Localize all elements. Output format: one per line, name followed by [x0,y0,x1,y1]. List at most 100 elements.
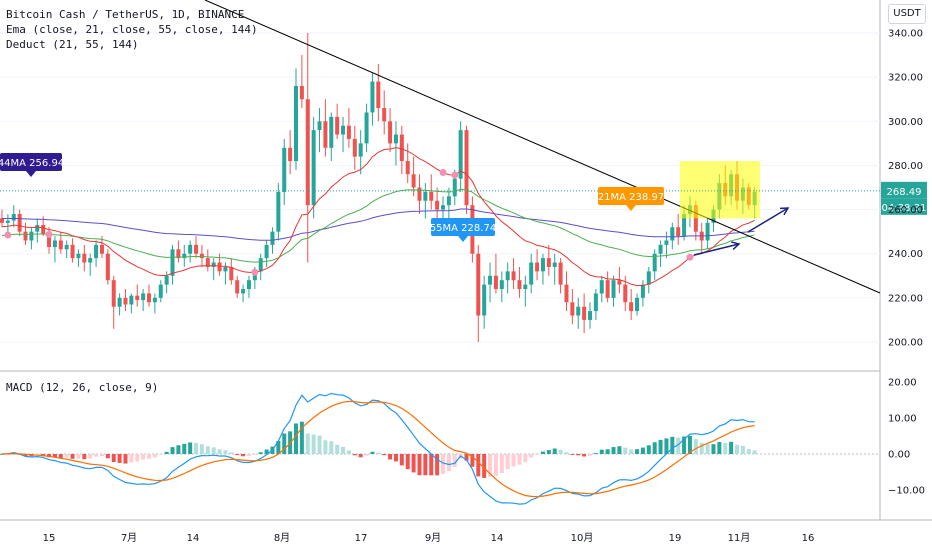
candle-body [529,262,534,285]
candle-body [311,130,316,206]
candle [529,253,534,294]
candle [664,231,669,259]
currency-button[interactable]: USDT [888,4,926,24]
candle-body [393,134,398,144]
macd-histogram-bar [699,442,704,454]
candle [246,275,251,298]
macd-histogram-bar [670,436,675,454]
candle-body [211,262,216,267]
price-tick-label: 300.00 [888,117,923,128]
macd-histogram-bar [752,450,757,454]
candle [658,240,663,267]
macd-histogram-bar [517,454,522,465]
macd-histogram-bar [235,454,240,456]
macd-histogram-bar [717,442,722,454]
candle-body [358,143,363,157]
candle [588,302,592,329]
macd-histogram-bar [305,433,310,454]
macd-histogram-bar [552,448,557,454]
countdown-label: 04:38:31 [881,198,927,215]
candle-body [35,225,40,232]
candle [35,218,40,243]
candle [235,275,240,298]
candle-body [105,253,110,281]
ma21-tag-text: 21MA 238.97 [598,192,664,203]
macd-histogram-bar [599,449,604,454]
candle [599,275,604,303]
macd-tick-label: 20.00 [888,378,917,389]
candle [258,253,263,281]
macd-histogram-bar [593,453,598,454]
macd-histogram-bar [129,454,134,463]
deduct-legend[interactable]: Deduct (21, 55, 144) [6,38,139,51]
candle-body [523,284,528,290]
macd-histogram-bar [388,454,393,460]
macd-histogram-bar [52,454,57,458]
candle-body [611,280,616,298]
candle-body [670,227,675,241]
macd-tick-label: −10.00 [888,486,925,497]
macd-histogram-bar [41,454,46,456]
candle [335,103,340,139]
macd-histogram-bar [211,447,216,454]
candle [635,293,640,316]
candle [482,275,487,329]
ma21-tag-pointer [626,205,636,211]
candle-body [99,244,104,254]
candle [170,244,175,285]
macd-histogram-bar [47,454,52,458]
candle-body [423,191,428,201]
candle [147,284,151,307]
candle [205,249,210,272]
macd-histogram-bar [399,454,404,466]
candle [564,271,569,312]
candle [264,240,269,267]
macd-histogram-bar [111,454,116,463]
candle-body [223,266,228,272]
candle [82,244,87,272]
symbol-legend[interactable]: Bitcoin Cash / TetherUS, 1D, BINANCE [6,8,245,21]
candle-body [188,244,193,254]
candle-body [593,293,598,312]
macd-histogram-bar [176,445,181,454]
candle-body [417,187,422,201]
candle-body [17,213,22,232]
macd-histogram-bar [141,454,146,460]
macd-pane[interactable] [0,392,757,505]
time-tick-label: 16 [802,533,815,544]
macd-histogram-bar [294,423,298,454]
price-tick-label: 340.00 [888,29,923,40]
macd-histogram-bar [735,444,739,454]
candle [458,121,463,192]
macd-histogram-bar [558,449,563,454]
time-tick-label: 19 [669,533,682,544]
candle-body [111,280,116,307]
macd-histogram-bar [70,454,75,459]
macd-histogram-bar [687,435,692,454]
candle-body [552,262,557,267]
candle-body [399,134,404,162]
macd-histogram-bar [99,454,104,457]
ema-legend[interactable]: Ema (close, 21, close, 55, close, 144) [6,23,258,36]
ma144-tag: 44MA 256.94 [0,153,64,177]
macd-histogram-bar [540,451,545,454]
macd-histogram-bar [105,454,110,459]
trendline [204,0,881,294]
candle-body [94,244,99,259]
macd-histogram-bar [640,447,645,454]
macd-histogram-bar [64,454,69,458]
macd-histogram-bar [94,454,99,457]
macd-legend[interactable]: MACD (12, 26, close, 9) [6,381,159,394]
candle-body [576,306,581,316]
candle-body [446,196,451,206]
candle-body [264,244,269,259]
time-tick-label: 15 [43,533,56,544]
candle [135,284,140,307]
candle [593,289,598,320]
macd-histogram-bar [452,454,457,467]
macd-histogram-bar [617,446,622,454]
candle [423,183,428,219]
candle-body [676,227,681,237]
candle-body [141,293,146,301]
